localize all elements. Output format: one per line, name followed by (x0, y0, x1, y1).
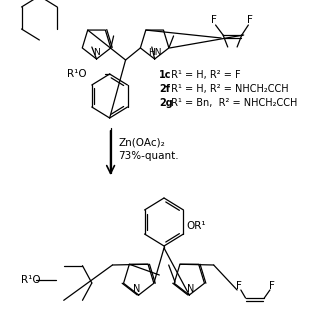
Text: R¹ = H, R² = NHCH₂CCH: R¹ = H, R² = NHCH₂CCH (168, 84, 288, 94)
Text: R¹ = H, R² = F: R¹ = H, R² = F (168, 70, 240, 80)
Text: 2f: 2f (159, 84, 170, 94)
Text: OR¹: OR¹ (186, 221, 206, 231)
Text: N: N (133, 284, 140, 294)
Text: N: N (188, 284, 195, 294)
Text: F: F (211, 15, 217, 25)
Text: Zn(OAc)₂: Zn(OAc)₂ (118, 137, 165, 147)
Text: Zn: Zn (163, 269, 165, 270)
Text: F: F (247, 15, 253, 25)
Text: 73%-quant.: 73%-quant. (118, 151, 179, 161)
Text: 1c: 1c (159, 70, 172, 80)
Text: F: F (269, 281, 275, 291)
Text: R¹O: R¹O (20, 275, 40, 285)
Text: R¹O: R¹O (67, 69, 86, 79)
Text: 2g: 2g (159, 98, 173, 108)
Text: R¹ = Bn,  R² = NHCH₂CCH: R¹ = Bn, R² = NHCH₂CCH (168, 98, 297, 108)
Text: N: N (93, 47, 100, 57)
Text: F: F (236, 281, 242, 291)
Text: HN: HN (148, 47, 161, 57)
